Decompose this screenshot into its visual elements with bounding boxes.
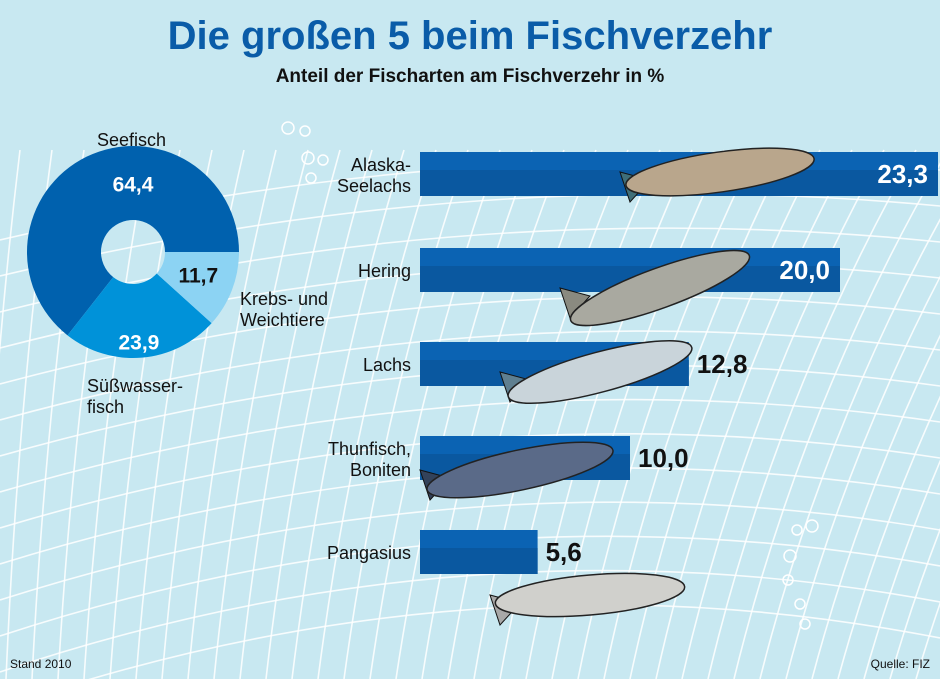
net-line — [733, 162, 940, 679]
donut-slice — [26, 146, 239, 336]
fish-illustration — [499, 339, 693, 405]
net-line — [291, 149, 405, 679]
bubble-icon — [305, 172, 317, 184]
fish-illustration — [559, 249, 751, 327]
bubble-icon — [281, 121, 295, 135]
fish-body — [494, 572, 686, 618]
bar-value-label: 20,0 — [779, 255, 830, 285]
net-line — [447, 149, 597, 679]
fish-illustration — [489, 572, 686, 626]
bar-category-label: Alaska- — [351, 155, 411, 175]
bar-category-label: Hering — [358, 261, 411, 281]
label-line: Weichtiere — [240, 310, 325, 330]
bar-value-label: 10,0 — [638, 443, 689, 473]
net-line — [317, 149, 437, 679]
net-line — [681, 149, 885, 679]
bar-category-label: Seelachs — [337, 176, 411, 196]
donut-label-seefisch: Seefisch — [97, 130, 167, 150]
bar-band — [420, 548, 538, 574]
page-subtitle: Anteil der Fischarten am Fischverzehr in… — [275, 66, 665, 87]
bubble-icon — [805, 519, 819, 533]
donut-value-label: 11,7 — [178, 265, 218, 288]
bubble-icon — [317, 154, 329, 166]
bar-value-label: 5,6 — [546, 537, 582, 567]
net-line — [837, 395, 940, 679]
bubble-icon — [799, 618, 811, 630]
fish-body — [426, 441, 614, 499]
bubble-icon — [782, 574, 794, 586]
donut-value-label: 64,4 — [113, 174, 154, 197]
bar-category-label: Pangasius — [327, 543, 411, 563]
donut-value-label: 23,9 — [118, 331, 159, 354]
net-line — [0, 149, 21, 355]
bar-category-label: Thunfisch, — [328, 439, 411, 459]
net-line — [187, 149, 277, 679]
label-line: Süßwasser- — [87, 376, 184, 396]
donut-slice — [67, 273, 212, 358]
net-line — [343, 149, 469, 679]
label-line: fisch — [87, 397, 125, 417]
net-line — [0, 398, 940, 493]
net-line — [655, 149, 853, 679]
net-line — [0, 569, 940, 673]
net-line — [265, 149, 373, 679]
bar-value-label: 12,8 — [697, 349, 748, 379]
fish-illustration — [619, 147, 815, 203]
net-line — [421, 149, 565, 679]
net-line — [0, 227, 940, 313]
net-line — [473, 149, 629, 679]
net-line — [369, 149, 501, 679]
footer-source: Quelle: FIZ — [870, 657, 930, 671]
donut-slice — [156, 252, 239, 324]
page-title: Die großen 5 beim Fischverzehr — [167, 14, 773, 58]
fish-illustration — [419, 441, 614, 501]
net-line — [811, 334, 940, 679]
fish-body — [569, 249, 751, 327]
fish-body — [625, 147, 815, 197]
net-line — [707, 149, 917, 679]
fish-body — [507, 339, 693, 405]
label-line: Krebs- und — [240, 289, 329, 309]
net-line — [863, 459, 940, 679]
donut-label-krebs: Krebs- und Weichtiere — [240, 289, 328, 331]
bubble-icon — [299, 125, 311, 137]
net-line — [213, 149, 309, 679]
bubble-icon — [301, 151, 315, 165]
bar-category-label: Boniten — [350, 460, 411, 480]
net-line — [0, 501, 940, 601]
bubble-icon — [791, 524, 803, 536]
bubble-icon — [794, 598, 806, 610]
net-line — [0, 192, 940, 277]
bar-category-label: Lachs — [363, 355, 411, 375]
donut-label-suesswasser: Süßwasser- fisch — [87, 376, 183, 418]
bar-value-label: 23,3 — [877, 159, 928, 189]
net-line — [239, 149, 341, 679]
net-line — [395, 149, 533, 679]
net-line — [785, 275, 940, 679]
net-line — [889, 527, 940, 679]
footer-date: Stand 2010 — [10, 657, 72, 671]
bubble-icon — [783, 549, 797, 563]
